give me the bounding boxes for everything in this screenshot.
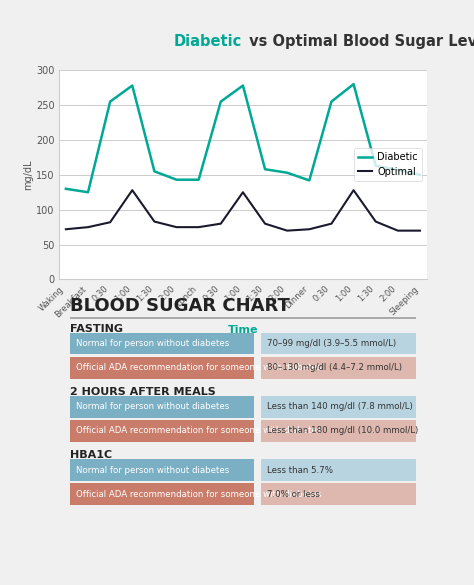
FancyBboxPatch shape: [261, 483, 416, 505]
Optimal: [63, 226, 69, 233]
Text: Normal for person without diabetes: Normal for person without diabetes: [76, 466, 229, 474]
Diabetic: [218, 98, 224, 105]
Text: Less than 180 mg/dl (10.0 mmol/L): Less than 180 mg/dl (10.0 mmol/L): [267, 426, 418, 435]
Text: Normal for person without diabetes: Normal for person without diabetes: [76, 339, 229, 348]
FancyBboxPatch shape: [70, 333, 254, 355]
Diabetic: [152, 168, 157, 175]
Optimal: [395, 227, 401, 234]
Y-axis label: mg/dL: mg/dL: [23, 160, 33, 190]
FancyBboxPatch shape: [261, 333, 416, 355]
Text: Less than 140 mg/dl (7.8 mmol/L): Less than 140 mg/dl (7.8 mmol/L): [267, 402, 412, 411]
Text: 70–99 mg/dl (3.9–5.5 mmol/L): 70–99 mg/dl (3.9–5.5 mmol/L): [267, 339, 396, 348]
Text: HBA1C: HBA1C: [70, 450, 112, 460]
Optimal: [328, 220, 334, 227]
Text: vs Optimal Blood Sugar Levels: vs Optimal Blood Sugar Levels: [244, 35, 474, 49]
Diabetic: [196, 176, 201, 183]
Diabetic: [107, 98, 113, 105]
Text: BLOOD SUGAR CHART: BLOOD SUGAR CHART: [70, 297, 290, 315]
FancyBboxPatch shape: [261, 396, 416, 418]
Diabetic: [373, 162, 379, 169]
Optimal: [85, 223, 91, 230]
Optimal: [152, 218, 157, 225]
Diabetic: [351, 81, 356, 88]
Text: 80–130 mg/dl (4.4–7.2 mmol/L): 80–130 mg/dl (4.4–7.2 mmol/L): [267, 363, 402, 372]
Line: Optimal: Optimal: [66, 190, 420, 230]
Optimal: [173, 223, 179, 230]
Diabetic: [307, 177, 312, 184]
Text: Diabetic: Diabetic: [173, 35, 242, 49]
Optimal: [240, 189, 246, 196]
Text: FASTING: FASTING: [70, 324, 123, 334]
Text: Normal for person without diabetes: Normal for person without diabetes: [76, 402, 229, 411]
FancyBboxPatch shape: [261, 357, 416, 378]
Diabetic: [173, 176, 179, 183]
Optimal: [351, 187, 356, 194]
Optimal: [307, 226, 312, 233]
Optimal: [107, 219, 113, 226]
Diabetic: [417, 171, 423, 178]
FancyBboxPatch shape: [70, 459, 254, 481]
FancyBboxPatch shape: [70, 420, 254, 442]
Line: Diabetic: Diabetic: [66, 84, 420, 192]
Diabetic: [328, 98, 334, 105]
X-axis label: Time: Time: [228, 325, 258, 335]
Text: Official ADA recommendation for someone with diabetes: Official ADA recommendation for someone …: [76, 363, 321, 372]
FancyBboxPatch shape: [70, 318, 416, 319]
Text: 7.0% or less: 7.0% or less: [267, 490, 319, 499]
Diabetic: [284, 169, 290, 176]
FancyBboxPatch shape: [70, 357, 254, 378]
Text: 2 HOURS AFTER MEALS: 2 HOURS AFTER MEALS: [70, 387, 216, 397]
Text: Official ADA recommendation for someone with diabetes: Official ADA recommendation for someone …: [76, 426, 321, 435]
FancyBboxPatch shape: [261, 459, 416, 481]
Text: Official ADA recommendation for someone with diabetes: Official ADA recommendation for someone …: [76, 490, 321, 499]
FancyBboxPatch shape: [261, 420, 416, 442]
Text: Less than 5.7%: Less than 5.7%: [267, 466, 333, 474]
FancyBboxPatch shape: [70, 483, 254, 505]
Optimal: [262, 220, 268, 227]
Legend: Diabetic, Optimal: Diabetic, Optimal: [354, 148, 422, 181]
Optimal: [196, 223, 201, 230]
Diabetic: [85, 189, 91, 196]
Diabetic: [240, 82, 246, 89]
Optimal: [417, 227, 423, 234]
Diabetic: [129, 82, 135, 89]
Optimal: [373, 218, 379, 225]
Diabetic: [262, 166, 268, 173]
Diabetic: [395, 167, 401, 174]
Diabetic: [63, 185, 69, 192]
Optimal: [218, 220, 224, 227]
FancyBboxPatch shape: [70, 396, 254, 418]
Optimal: [284, 227, 290, 234]
Optimal: [129, 187, 135, 194]
